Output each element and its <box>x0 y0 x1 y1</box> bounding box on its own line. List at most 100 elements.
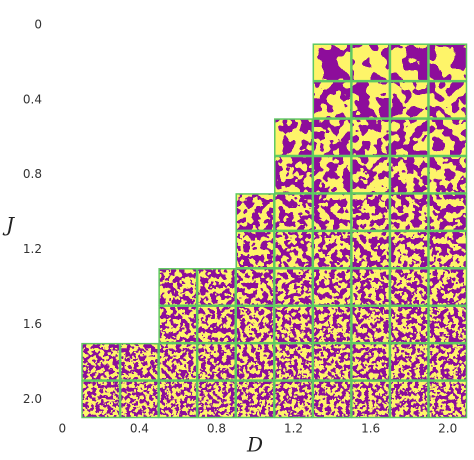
tile <box>313 193 351 231</box>
tile <box>390 44 428 81</box>
tile <box>274 231 313 268</box>
tile-border <box>428 118 468 157</box>
tile-border <box>312 118 352 157</box>
tile <box>120 381 159 418</box>
tile <box>428 268 467 306</box>
tile <box>390 119 428 156</box>
y-tick-label: 0 <box>34 18 42 32</box>
tile <box>82 381 120 418</box>
tile <box>313 156 351 193</box>
tile <box>428 156 467 193</box>
tile <box>351 231 390 268</box>
tile-border <box>351 305 391 344</box>
tile-border <box>428 342 468 381</box>
tile <box>351 156 390 193</box>
tile <box>428 81 467 119</box>
tile <box>313 268 351 306</box>
tile <box>428 119 467 156</box>
tile-border <box>389 43 429 82</box>
tile-border <box>274 118 314 157</box>
tile-border <box>81 380 121 419</box>
x-axis-label: D <box>246 433 263 457</box>
tile-border <box>274 305 314 344</box>
tile <box>390 306 428 343</box>
tile-border <box>312 193 352 232</box>
y-tick-label: 1.6 <box>23 317 42 331</box>
tile <box>236 268 274 306</box>
tile <box>313 44 351 81</box>
tile-border <box>312 268 352 306</box>
tile-border <box>196 305 236 344</box>
tile-border <box>428 155 468 194</box>
tile-border <box>428 230 468 269</box>
tile <box>236 306 274 343</box>
tile <box>390 381 428 418</box>
tile <box>236 381 274 418</box>
tile-border <box>312 380 352 419</box>
tile <box>351 44 390 81</box>
tile <box>428 381 467 418</box>
tile-border <box>351 155 391 194</box>
tile <box>390 193 428 231</box>
tile <box>159 343 197 381</box>
tile-border <box>196 268 236 306</box>
tile-border <box>351 342 391 381</box>
tile-border <box>389 155 429 194</box>
tile-border <box>274 155 314 194</box>
y-tick-label: 0.4 <box>23 92 42 106</box>
tile <box>274 119 313 156</box>
tile-border <box>235 342 275 381</box>
tile-border <box>312 80 352 119</box>
tile <box>390 268 428 306</box>
tile-border <box>196 342 236 381</box>
tile <box>428 306 467 343</box>
tile <box>274 268 313 306</box>
tile <box>313 231 351 268</box>
tile-border <box>158 380 198 419</box>
tile <box>274 306 313 343</box>
tile-border <box>428 43 468 82</box>
x-tick-label: 0 <box>58 422 66 436</box>
tile <box>274 156 313 193</box>
tile-border <box>428 80 468 119</box>
tile-border <box>196 380 236 419</box>
tile-border <box>312 342 352 381</box>
tile <box>351 268 390 306</box>
tile-border <box>235 380 275 419</box>
tile <box>390 81 428 119</box>
tile-border <box>351 193 391 232</box>
tile-border <box>274 230 314 269</box>
tile-border <box>158 305 198 344</box>
tile-border <box>389 230 429 269</box>
tile <box>236 193 274 231</box>
tile-border <box>158 342 198 381</box>
tile <box>390 156 428 193</box>
tile <box>236 343 274 381</box>
tile <box>197 268 236 306</box>
tile <box>390 231 428 268</box>
tile-border <box>274 268 314 306</box>
tile-border <box>351 380 391 419</box>
tile <box>313 119 351 156</box>
tile <box>82 343 120 381</box>
tile <box>313 306 351 343</box>
tile-border <box>274 380 314 419</box>
tile-border <box>235 268 275 306</box>
x-tick-label: 2.0 <box>438 422 457 436</box>
tile-border <box>312 43 352 82</box>
tile-border <box>428 193 468 232</box>
tile-border <box>389 380 429 419</box>
tile <box>120 343 159 381</box>
tile-border <box>235 193 275 232</box>
tile-border <box>389 342 429 381</box>
x-tick-label: 0.8 <box>207 422 226 436</box>
tile <box>351 81 390 119</box>
tile-border <box>119 342 159 381</box>
x-tick-label: 1.2 <box>284 422 303 436</box>
tile-border <box>81 342 121 381</box>
tile <box>390 343 428 381</box>
tile-border <box>351 118 391 157</box>
tile-border <box>351 43 391 82</box>
tile <box>428 231 467 268</box>
